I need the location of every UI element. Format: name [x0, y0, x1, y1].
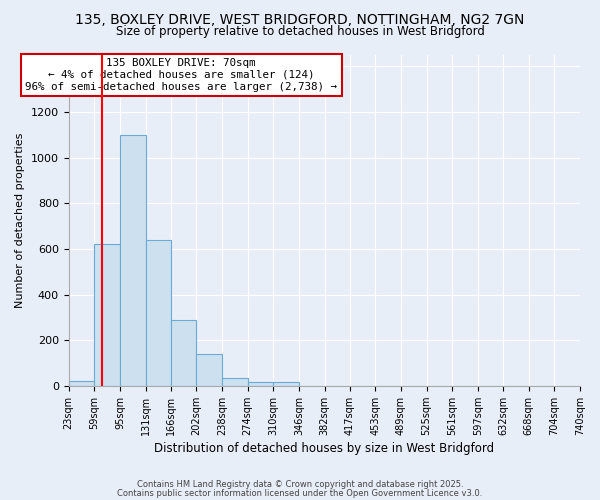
Bar — [170, 320, 196, 386]
Text: Contains HM Land Registry data © Crown copyright and database right 2025.: Contains HM Land Registry data © Crown c… — [137, 480, 463, 489]
Bar — [222, 378, 248, 386]
Bar — [94, 244, 120, 386]
Text: 135, BOXLEY DRIVE, WEST BRIDGFORD, NOTTINGHAM, NG2 7GN: 135, BOXLEY DRIVE, WEST BRIDGFORD, NOTTI… — [76, 12, 524, 26]
Bar — [68, 382, 94, 386]
Y-axis label: Number of detached properties: Number of detached properties — [15, 132, 25, 308]
Text: Size of property relative to detached houses in West Bridgford: Size of property relative to detached ho… — [116, 25, 484, 38]
Bar — [120, 135, 146, 386]
Bar — [146, 240, 170, 386]
Bar — [248, 382, 274, 386]
Bar — [196, 354, 222, 386]
Text: 135 BOXLEY DRIVE: 70sqm
← 4% of detached houses are smaller (124)
96% of semi-de: 135 BOXLEY DRIVE: 70sqm ← 4% of detached… — [25, 58, 337, 92]
X-axis label: Distribution of detached houses by size in West Bridgford: Distribution of detached houses by size … — [154, 442, 494, 455]
Bar — [274, 382, 299, 386]
Text: Contains public sector information licensed under the Open Government Licence v3: Contains public sector information licen… — [118, 489, 482, 498]
